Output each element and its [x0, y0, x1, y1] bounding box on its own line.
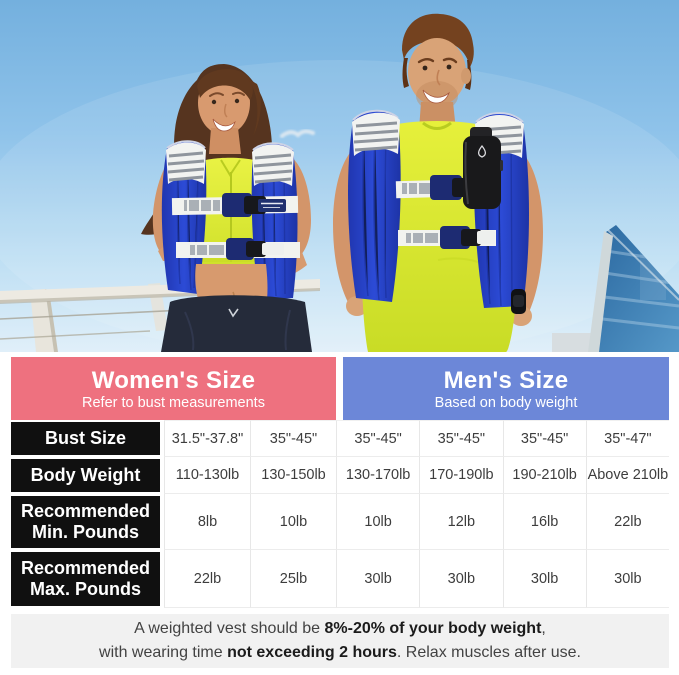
table-cell: 25lb: [250, 550, 336, 608]
row-label: Bust Size: [11, 422, 160, 455]
note-text: with wearing time: [99, 644, 228, 661]
table-cell: 10lb: [336, 494, 420, 550]
table-cell: Above 210lb: [585, 457, 669, 494]
table-cell: 16lb: [502, 494, 586, 550]
note-text: A weighted vest should be: [134, 620, 325, 637]
table-cell: 12lb: [419, 494, 503, 550]
man-watch: [511, 289, 526, 314]
note-bold-text: 8%-20% of your body weight: [324, 620, 542, 637]
women-size-subtitle: Refer to bust measurements: [82, 394, 265, 411]
table-cell: 190-210lb: [502, 457, 586, 494]
woman-weighted-vest: [161, 140, 300, 300]
men-size-title: Men's Size: [443, 366, 569, 394]
table-cell: 110-130lb: [164, 457, 250, 494]
table-cell: 35"-45": [419, 420, 503, 457]
man-runner: [333, 13, 543, 352]
min-pounds-row: Recommended Min. Pounds 8lb 10lb 10lb 12…: [11, 494, 669, 550]
table-cell: 130-170lb: [336, 457, 420, 494]
size-chart-headers: Women's Size Refer to bust measurements …: [11, 357, 669, 420]
men-size-subtitle: Based on body weight: [434, 394, 578, 411]
table-cell: 35"-45": [250, 420, 336, 457]
hero-photo: [0, 0, 679, 352]
table-cell: 35"-47": [585, 420, 669, 457]
row-label: Body Weight: [11, 459, 160, 492]
table-cell: 35"-45": [336, 420, 420, 457]
woman-runner: [141, 64, 312, 352]
table-cell: 30lb: [419, 550, 503, 608]
table-cell: 30lb: [502, 550, 586, 608]
women-size-title: Women's Size: [91, 366, 256, 394]
row-label: Recommended Min. Pounds: [11, 496, 160, 548]
note-text: ,: [541, 620, 546, 637]
table-cell: 35"-45": [502, 420, 586, 457]
body-weight-row: Body Weight 110-130lb 130-150lb 130-170l…: [11, 457, 669, 494]
table-cell: 8lb: [164, 494, 250, 550]
seagull-icon: [280, 129, 315, 138]
table-cell: 30lb: [585, 550, 669, 608]
woman-shorts: [161, 295, 312, 352]
table-cell: 30lb: [336, 550, 420, 608]
note-text: . Relax muscles after use.: [396, 644, 581, 661]
table-cell: 31.5"-37.8": [164, 420, 250, 457]
table-cell: 22lb: [585, 494, 669, 550]
table-cell: 170-190lb: [419, 457, 503, 494]
bust-size-row: Bust Size 31.5"-37.8" 35"-45" 35"-45" 35…: [11, 420, 669, 457]
usage-note: A weighted vest should be 8%-20% of your…: [11, 614, 669, 668]
usage-note-line2: with wearing time not exceeding 2 hours.…: [99, 641, 581, 665]
usage-note-line1: A weighted vest should be 8%-20% of your…: [134, 617, 546, 641]
size-chart: Women's Size Refer to bust measurements …: [11, 357, 669, 608]
table-cell: 22lb: [164, 550, 250, 608]
phone-armband-pouch: [463, 127, 503, 209]
women-size-header: Women's Size Refer to bust measurements: [11, 357, 336, 420]
note-bold-text: not exceeding 2 hours: [227, 644, 397, 661]
table-cell: 10lb: [250, 494, 336, 550]
men-size-header: Men's Size Based on body weight: [343, 357, 669, 420]
max-pounds-row: Recommended Max. Pounds 22lb 25lb 30lb 3…: [11, 550, 669, 608]
table-cell: 130-150lb: [250, 457, 336, 494]
brand-logo-patch: [258, 199, 286, 212]
row-label: Recommended Max. Pounds: [11, 552, 160, 606]
